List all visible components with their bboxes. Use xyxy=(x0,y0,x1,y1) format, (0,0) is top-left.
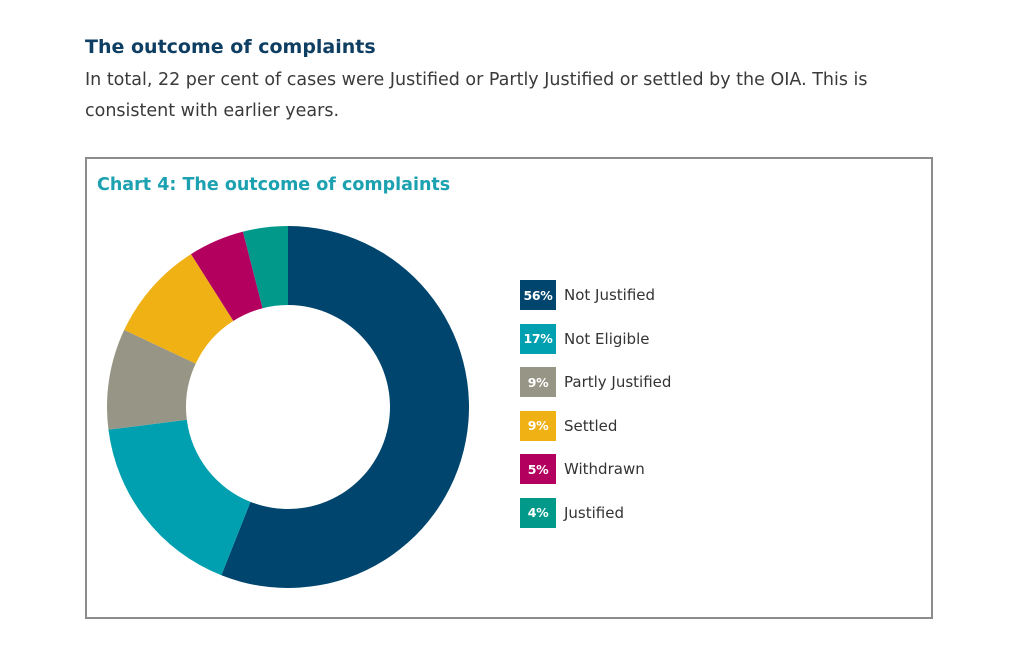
donut-slice-justified xyxy=(242,226,288,309)
donut-slice-withdrawn xyxy=(191,231,263,321)
legend-label-not-justified: Not Justified xyxy=(564,286,656,304)
legend-item-not-justified: 56% Not Justified xyxy=(520,280,671,310)
legend-label-not-eligible: Not Eligible xyxy=(564,329,650,348)
chart-frame: Chart 4: The outcome of complaints 56% No… xyxy=(85,157,933,619)
legend-label-partly-justified: Partly Justified xyxy=(564,373,672,392)
legend-value-withdrawn: 5% xyxy=(520,454,556,485)
section-title: The outcome of complaints xyxy=(85,36,376,58)
chart-title: Chart 4: The outcome of complaints xyxy=(97,175,451,195)
legend-item-settled: 9% Settled xyxy=(520,410,671,441)
intro-paragraph: In total, 22 per cent of cases were Just… xyxy=(85,70,868,121)
chart-legend: 56% Not Justified 17% Not Eligible 9% Partly … xyxy=(520,280,671,542)
legend-label-withdrawn: Withdrawn xyxy=(564,460,645,479)
legend-value-justified: 4% xyxy=(520,497,556,528)
legend-item-justified: 4% Justified xyxy=(520,497,671,528)
legend-value-partly-justified: 9% xyxy=(520,367,556,398)
donut-slice-settled xyxy=(124,254,234,364)
donut-slice-partly-justified xyxy=(107,329,196,430)
donut-chart xyxy=(107,226,469,588)
legend-label-settled: Settled xyxy=(564,416,618,435)
donut-slice-not-eligible xyxy=(108,419,251,576)
legend-value-not-eligible: 17% xyxy=(520,323,556,354)
legend-value-not-justified: 56% xyxy=(520,280,556,310)
legend-label-justified: Justified xyxy=(564,503,624,522)
legend-item-not-eligible: 17% Not Eligible xyxy=(520,323,671,354)
legend-value-settled: 9% xyxy=(520,410,556,441)
donut-slice-not-justified xyxy=(221,226,469,588)
legend-item-withdrawn: 5% Withdrawn xyxy=(520,454,671,485)
legend-item-partly-justified: 9% Partly Justified xyxy=(520,367,672,398)
